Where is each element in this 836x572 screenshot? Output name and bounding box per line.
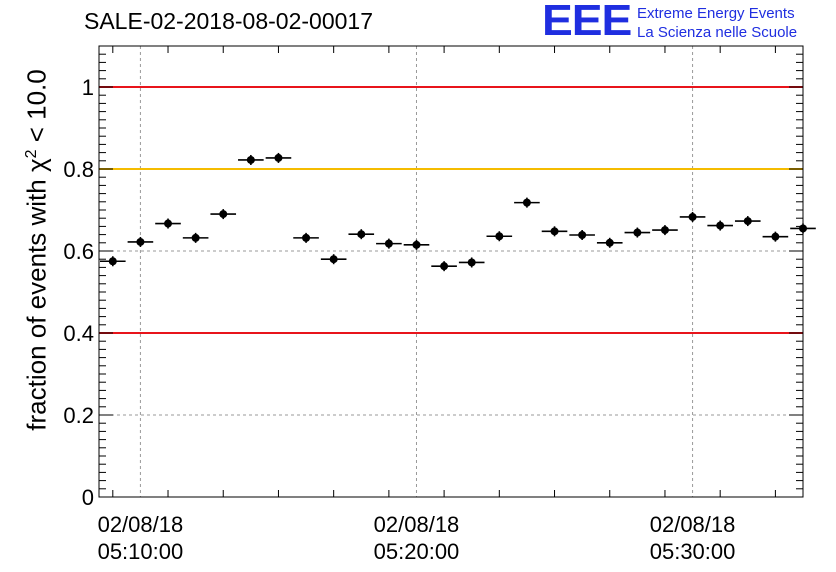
reference-lines	[99, 86, 803, 334]
axis-ticks: 00.20.40.60.8102/08/1805:10:0002/08/1805…	[63, 45, 803, 564]
x-tick-label-date: 02/08/18	[650, 512, 736, 537]
data-point	[219, 210, 228, 219]
data-point	[522, 198, 531, 207]
logo-caption-2: La Scienza nelle Scuole	[637, 24, 798, 41]
data-point	[302, 233, 311, 242]
data-point	[274, 153, 283, 162]
data-point	[495, 232, 504, 241]
data-point	[467, 258, 476, 267]
x-tick-label-date: 02/08/18	[374, 512, 460, 537]
logo-caption-1: Extreme Energy Events	[637, 5, 795, 22]
eee-logo: EEE Extreme Energy Events La Scienza nel…	[542, 0, 832, 46]
data-point	[164, 219, 173, 228]
grid	[99, 46, 803, 497]
y-tick-label: 0	[82, 485, 94, 510]
data-point	[799, 224, 807, 233]
data-point	[246, 155, 255, 164]
data-point	[357, 230, 366, 239]
data-point	[743, 217, 752, 226]
y-tick-label: 0.4	[63, 321, 94, 346]
data-point	[136, 237, 145, 246]
y-tick-label: 0.8	[63, 157, 94, 182]
data-point	[660, 226, 669, 235]
data-point	[578, 231, 587, 240]
logo-mark: EEE	[542, 0, 632, 45]
data-point	[384, 239, 393, 248]
data-point	[605, 238, 614, 247]
y-axis-label-prefix: fraction of events with χ	[21, 158, 52, 431]
y-axis-label: fraction of events with χ2 < 10.0	[22, 69, 53, 430]
data-point	[688, 212, 697, 221]
y-tick-label: 0.6	[63, 239, 94, 264]
data-point	[440, 262, 449, 271]
x-tick-label-date: 02/08/18	[98, 512, 184, 537]
data-points	[100, 152, 816, 272]
y-tick-label: 1	[82, 75, 94, 100]
x-tick-label-time: 05:10:00	[98, 539, 184, 564]
x-tick-label-time: 05:30:00	[650, 539, 736, 564]
data-point	[108, 257, 117, 266]
data-point	[412, 240, 421, 249]
y-axis-label-suffix: < 10.0	[21, 69, 52, 150]
data-point	[771, 232, 780, 241]
plot-frame	[98, 45, 804, 498]
data-point	[633, 228, 642, 237]
data-point	[716, 221, 725, 230]
data-point	[329, 255, 338, 264]
y-axis-label-sup: 2	[22, 149, 40, 159]
x-tick-label-time: 05:20:00	[374, 539, 460, 564]
data-point	[191, 233, 200, 242]
data-point	[550, 227, 559, 236]
y-tick-label: 0.2	[63, 403, 94, 428]
chart-title: SALE-02-2018-08-02-00017	[84, 8, 373, 34]
